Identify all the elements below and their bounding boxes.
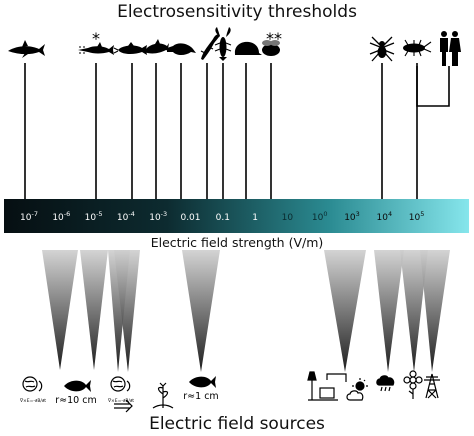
tick-label: 0.01 xyxy=(180,213,200,223)
bottom-title: Electric field sources xyxy=(149,414,325,434)
source-label-fish-near: r≈1 cm xyxy=(183,391,218,402)
svg-text:∇×E=-∂B/∂t: ∇×E=-∂B/∂t xyxy=(107,398,134,404)
source-cone xyxy=(80,250,108,370)
axis-label: Electric field strength (V/m) xyxy=(150,235,324,250)
source-cone xyxy=(324,250,366,372)
source-cone xyxy=(400,250,428,372)
weather-icon xyxy=(376,375,395,392)
animal-icons xyxy=(8,27,461,66)
fish-icon xyxy=(189,376,216,388)
tick-label: 10 xyxy=(282,213,294,223)
source-icons: ∇×E=-∂B/∂t r≈10 cm ∇×E=-∂B/∂t r≈1 cm xyxy=(19,370,440,413)
humans-icon xyxy=(440,31,461,66)
svg-text:∇×E=-∂B/∂t: ∇×E=-∂B/∂t xyxy=(19,398,46,404)
appliances-icon xyxy=(307,371,347,401)
plant-icon xyxy=(152,382,174,409)
source-cone xyxy=(420,250,450,372)
sawfish-icon xyxy=(78,42,114,55)
sawfish-mark: * xyxy=(92,29,100,48)
dolphin-icon xyxy=(144,39,171,54)
echidna-icon xyxy=(234,41,262,55)
globe-equation-icon: ∇×E=-∂B/∂t xyxy=(19,376,46,404)
shark-icon xyxy=(8,40,45,58)
source-label-fish-far: r≈10 cm xyxy=(55,395,96,406)
source-cone xyxy=(182,250,220,372)
pylon-icon xyxy=(424,373,440,399)
source-cones xyxy=(42,250,450,372)
threshold-lines xyxy=(24,63,418,199)
source-cone xyxy=(374,250,404,372)
axis-ticks: 10-7 10-6 10-5 10-4 10-3 0.01 0.1 1 10 100 103 104 1… xyxy=(20,210,424,223)
catfish-icon xyxy=(113,42,147,55)
bee-mark: ** xyxy=(266,29,282,48)
source-cone xyxy=(42,250,78,370)
spider-icon xyxy=(369,36,395,62)
globe-equation-icon: ∇×E=-∂B/∂t xyxy=(107,376,134,404)
weather-icon xyxy=(346,378,368,401)
source-cone xyxy=(114,250,140,372)
tick-label: 1 xyxy=(252,213,258,223)
title: Electrosensitivity thresholds xyxy=(117,2,357,22)
salamander-icon xyxy=(200,34,220,61)
current-icon xyxy=(114,399,133,413)
bee-icon xyxy=(262,40,280,56)
field-strength-bar xyxy=(4,199,469,233)
fish-icon xyxy=(64,380,91,392)
cockroach-icon xyxy=(403,39,432,57)
flower-icon xyxy=(403,370,423,399)
humans-bracket xyxy=(416,66,450,107)
tick-label: 0.1 xyxy=(216,213,230,223)
platypus-icon xyxy=(167,43,196,55)
crayfish-icon xyxy=(214,27,232,61)
